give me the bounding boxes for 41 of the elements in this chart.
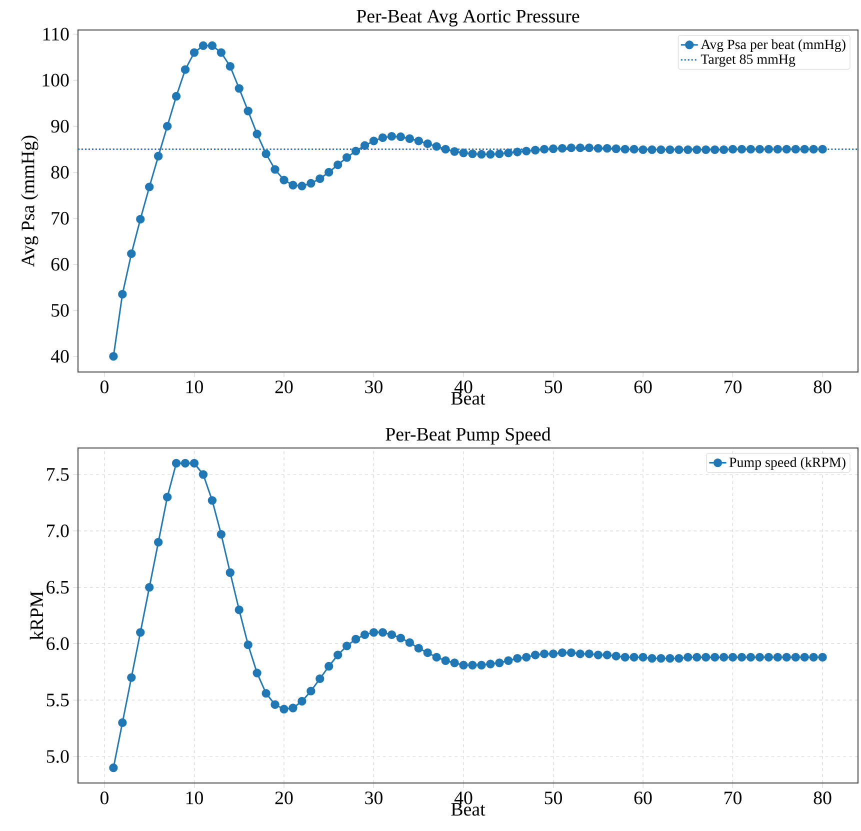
x-tick-label: 80: [814, 380, 832, 394]
y-tick-label: 40: [50, 350, 69, 363]
x-tick-label: 20: [275, 380, 293, 394]
y-axis-title: Avg Psa (mmHg): [21, 136, 38, 267]
x-tick-label: 60: [634, 380, 652, 394]
legend-label: Target 85 mmHg: [700, 54, 796, 67]
chart-title: Per-Beat Avg Aortic Pressure: [356, 10, 580, 26]
x-tick-label: 30: [365, 380, 382, 394]
x-axis-title: Beat: [451, 392, 486, 405]
y-tick-label: 80: [51, 166, 69, 179]
x-tick-label: 80: [814, 792, 832, 804]
y-tick-label: 7.0: [47, 524, 69, 538]
y-tick-label: 6.0: [46, 637, 69, 650]
y-tick-label: 90: [51, 120, 69, 133]
x-tick-label: 40: [454, 380, 472, 394]
x-tick-label: 10: [186, 792, 203, 804]
x-tick-label: 50: [544, 380, 562, 394]
y-tick-label: 100: [42, 74, 69, 87]
x-tick-label: 30: [365, 792, 382, 804]
y-tick-label: 6.5: [46, 580, 69, 594]
legend-label: Avg Psa per beat (mmHg): [700, 39, 846, 52]
chart-title: Per-Beat Pump Speed: [386, 427, 551, 444]
y-tick-label: 60: [51, 258, 69, 271]
x-tick-label: 40: [454, 792, 472, 804]
x-axis-title: Beat: [451, 803, 486, 816]
x-tick-label: 70: [724, 792, 742, 804]
y-tick-label: 5.0: [46, 750, 69, 763]
legend-label: Pump speed (kRPM): [729, 457, 846, 470]
y-axis-title: kRPM: [30, 591, 43, 640]
x-tick-label: 50: [544, 792, 562, 804]
y-tick-label: 5.5: [46, 694, 69, 706]
x-tick-label: 0: [100, 792, 108, 804]
x-tick-label: 70: [724, 380, 742, 394]
x-tick-label: 10: [186, 380, 203, 394]
y-tick-label: 110: [43, 28, 69, 41]
y-tick-label: 50: [52, 304, 69, 317]
y-tick-label: 7.5: [47, 468, 69, 481]
x-tick-label: 60: [634, 792, 652, 804]
y-tick-label: 70: [52, 212, 69, 225]
x-tick-label: 0: [100, 380, 108, 394]
x-tick-label: 20: [275, 792, 293, 804]
